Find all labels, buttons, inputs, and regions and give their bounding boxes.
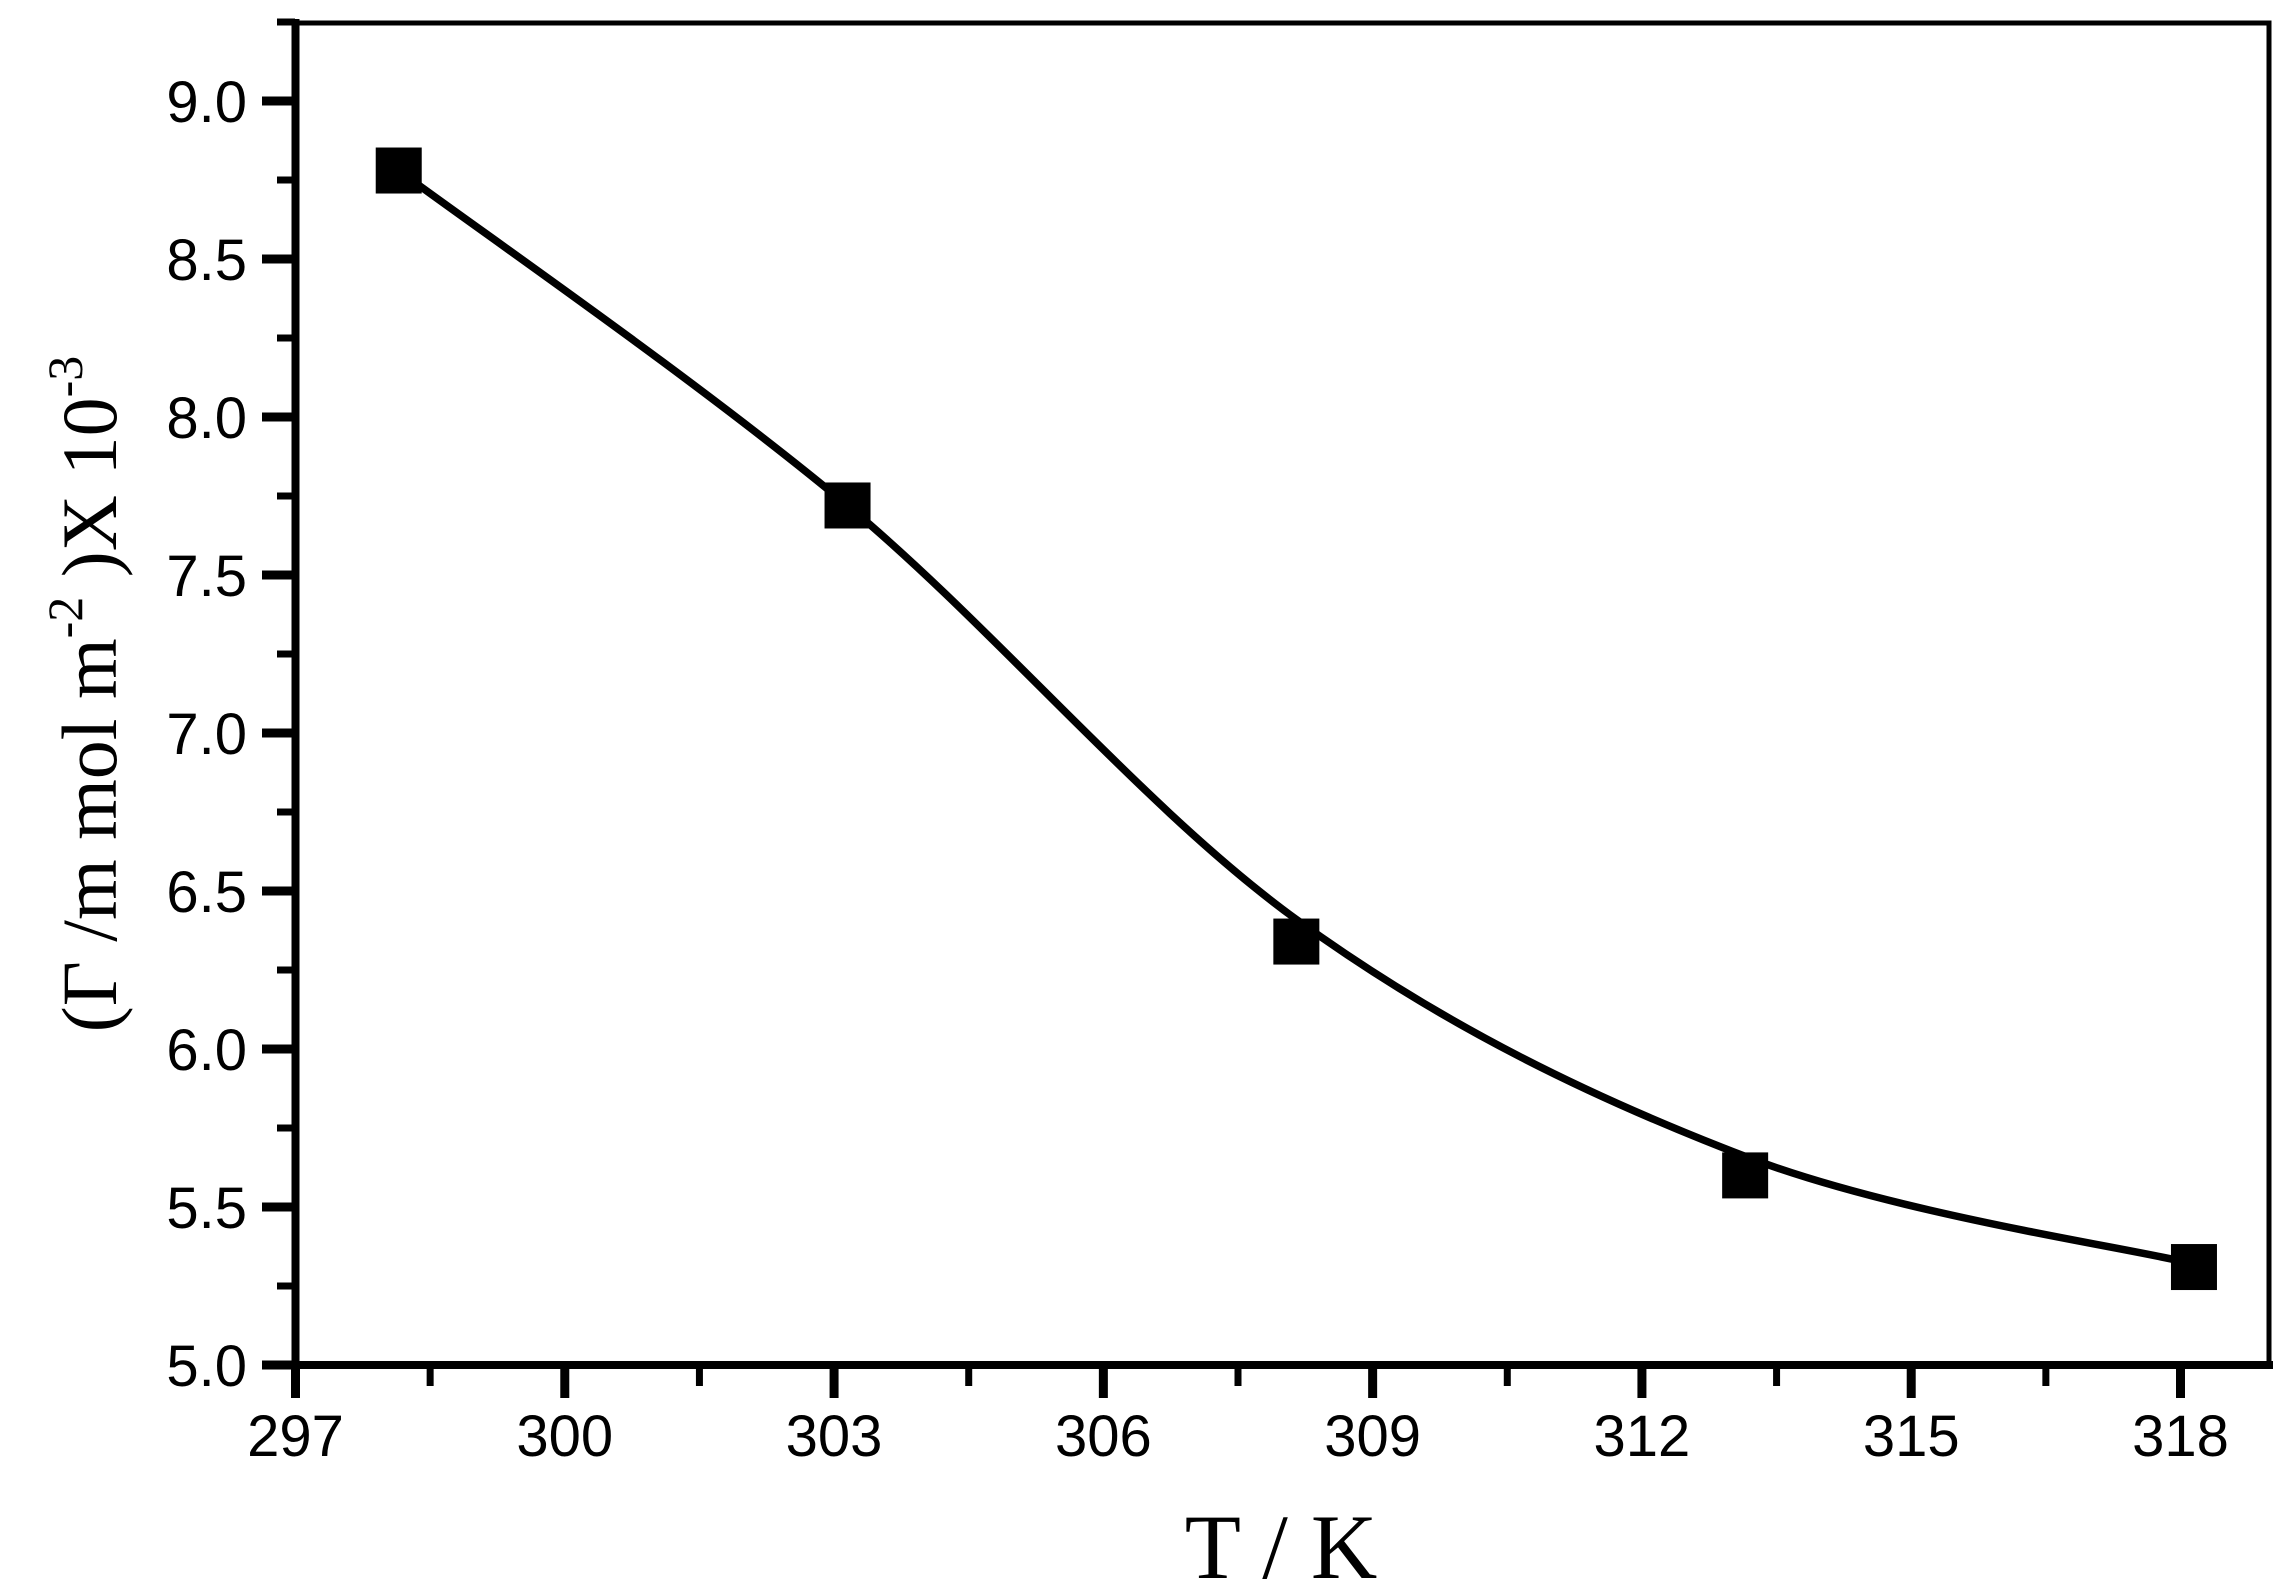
x-tick-label: 312 xyxy=(1594,1404,1691,1469)
fit-curve xyxy=(394,166,2198,1268)
y-title-main: )X 10 xyxy=(46,397,133,596)
x-tick-label: 303 xyxy=(786,1404,883,1469)
y-axis-title: (Γ /m mol m-2 )X 10-3 xyxy=(37,356,133,1033)
y-title-main: (Γ /m mol m xyxy=(46,638,133,1032)
y-tick-label: 6.0 xyxy=(166,1018,247,1083)
x-tick-label: 309 xyxy=(1324,1404,1421,1469)
y-tick-label: 8.5 xyxy=(166,228,247,293)
data-point-marker xyxy=(2170,1244,2217,1291)
plot-frame xyxy=(291,19,2273,1369)
y-tick-label: 9.0 xyxy=(166,70,247,135)
x-axis-title: T / K xyxy=(1185,1496,1378,1593)
x-tick-label: 300 xyxy=(516,1404,613,1469)
data-point-marker xyxy=(375,147,422,194)
x-tick-label: 318 xyxy=(2132,1404,2229,1469)
y-tick-label: 5.5 xyxy=(166,1176,247,1241)
y-tick-label: 8.0 xyxy=(166,386,247,451)
y-title-superscript: -2 xyxy=(37,597,93,639)
data-point-marker xyxy=(1722,1152,1769,1199)
data-point-marker xyxy=(824,482,871,529)
data-point-marker xyxy=(1273,918,1320,965)
y-tick-label: 5.0 xyxy=(166,1334,247,1399)
y-title-superscript: -3 xyxy=(37,356,93,398)
y-tick-label: 7.0 xyxy=(166,702,247,767)
y-tick-label: 6.5 xyxy=(166,860,247,925)
y-tick-label: 7.5 xyxy=(166,544,247,609)
x-tick-label: 297 xyxy=(247,1404,344,1469)
x-tick-label: 315 xyxy=(1863,1404,1960,1469)
x-tick-label: 306 xyxy=(1055,1404,1152,1469)
